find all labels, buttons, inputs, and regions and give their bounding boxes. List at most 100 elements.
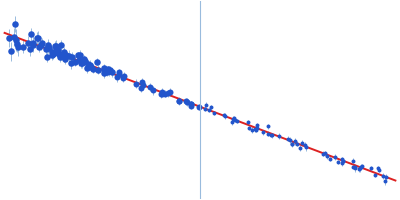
Point [115,71,122,74]
Point [38,42,45,45]
Point [49,50,56,53]
Point [42,48,49,51]
Point [268,134,275,137]
Point [66,54,72,57]
Point [62,58,68,61]
Point [287,139,294,142]
Point [320,152,327,156]
Point [260,131,266,134]
Point [76,59,82,62]
Point [77,62,84,65]
Point [101,72,107,75]
Point [13,39,19,42]
Point [15,45,22,48]
Point [382,175,389,179]
Point [356,168,362,171]
Point [289,142,296,145]
Point [176,99,182,102]
Point [372,173,378,176]
Point [382,180,388,183]
Point [80,60,86,63]
Point [133,82,140,85]
Point [38,43,44,47]
Point [188,102,194,106]
Point [357,167,363,170]
Point [375,167,381,170]
Point [188,104,194,107]
Point [285,137,292,140]
Point [352,167,359,170]
Point [107,68,114,71]
Point [86,63,93,67]
Point [352,165,359,168]
Point [13,42,20,46]
Point [95,68,101,71]
Point [105,68,112,71]
Point [303,146,310,149]
Point [11,36,17,39]
Point [202,103,209,106]
Point [53,48,60,51]
Point [302,143,308,146]
Point [57,55,64,58]
Point [188,103,194,106]
Point [196,105,202,108]
Point [158,92,164,96]
Point [56,52,62,55]
Point [332,155,338,159]
Point [208,106,214,109]
Point [338,158,345,161]
Point [55,52,62,55]
Point [114,76,120,79]
Point [68,62,74,65]
Point [72,60,79,63]
Point [90,67,96,70]
Point [147,85,154,88]
Point [176,100,182,103]
Point [358,165,364,168]
Point [276,134,282,137]
Point [108,71,115,74]
Point [53,44,60,48]
Point [84,62,91,65]
Point [6,36,12,39]
Point [358,164,365,168]
Point [116,72,122,75]
Point [162,92,169,95]
Point [81,58,88,61]
Point [334,160,341,163]
Point [234,119,241,123]
Point [159,90,166,93]
Point [254,126,260,129]
Point [58,53,64,56]
Point [292,140,298,143]
Point [245,120,251,124]
Point [324,155,330,158]
Point [77,54,83,57]
Point [139,80,146,83]
Point [24,42,31,45]
Point [50,52,56,55]
Point [166,90,173,93]
Point [79,62,85,65]
Point [231,116,237,119]
Point [106,69,112,72]
Point [106,70,112,73]
Point [380,175,386,178]
Point [230,117,236,120]
Point [44,45,51,48]
Point [338,162,345,165]
Point [221,114,228,117]
Point [104,70,110,73]
Point [50,51,57,54]
Point [49,53,55,56]
Point [46,46,52,49]
Point [60,55,67,58]
Point [54,49,60,52]
Point [322,152,328,155]
Point [221,115,228,118]
Point [94,60,100,63]
Point [289,143,296,146]
Point [63,53,70,56]
Point [34,36,41,39]
